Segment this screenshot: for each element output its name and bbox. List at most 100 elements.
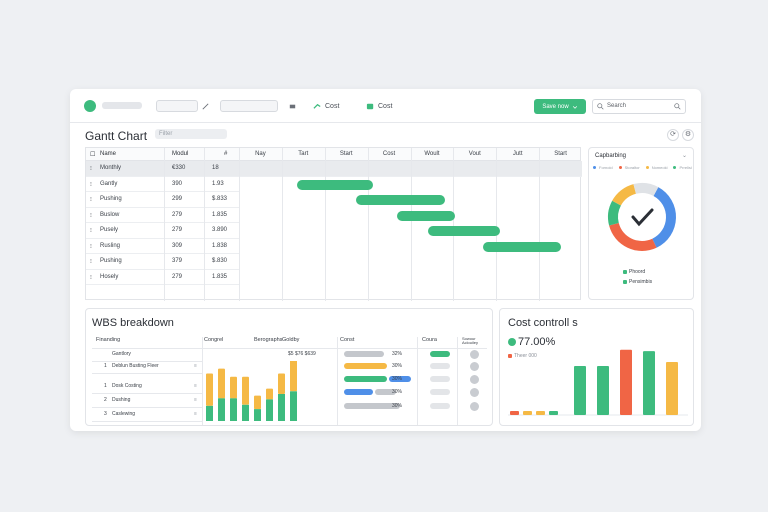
row-drag-icon[interactable]: ⁝ <box>90 243 92 250</box>
gantt-row[interactable]: ⁝ Gantly 390 1.93 <box>86 177 239 192</box>
wbs-status-toggle[interactable] <box>430 376 450 382</box>
row-drag-icon[interactable]: ⁝ <box>90 166 92 172</box>
wbs-progress-pill <box>389 376 411 382</box>
range-select[interactable] <box>220 100 278 112</box>
view-select[interactable] <box>156 100 198 112</box>
gantt-task-bar[interactable] <box>297 179 373 190</box>
wbs-item-name[interactable]: Dushing <box>112 397 131 403</box>
col-modul[interactable]: Modul <box>172 151 189 157</box>
gantt-row[interactable]: ⁝ Pushing 299 $.833 <box>86 192 239 208</box>
gantt-task-bar[interactable] <box>396 210 456 221</box>
wbs-row-line <box>92 421 202 422</box>
task-value: 279 <box>172 211 183 218</box>
row-drag-icon[interactable]: ⁝ <box>90 274 92 281</box>
gantt-row[interactable]: ⁝ Pushing 379 $.830 <box>86 254 239 270</box>
page-title: Gantt Chart <box>85 129 148 143</box>
gantt-task-bar[interactable] <box>427 226 500 236</box>
cost-mini-bar <box>510 411 519 415</box>
wbs-column-header[interactable]: Congrel <box>204 337 224 343</box>
col-sort[interactable]: # <box>224 151 228 157</box>
donut-slice <box>609 223 657 251</box>
wbs-column-header[interactable]: Berographs <box>254 337 283 343</box>
gantt-row[interactable]: ⁝ Hosely 279 1.835 <box>86 270 239 285</box>
donut-legend-item: Phoord <box>623 269 645 275</box>
wbs-column-header[interactable]: Const <box>340 337 355 343</box>
row-drag-icon[interactable]: ⁝ <box>90 181 92 188</box>
wbs-status-dot-icon[interactable] <box>470 375 479 384</box>
wbs-bar-green <box>230 398 237 421</box>
cost-bar <box>597 366 609 415</box>
wbs-item-name[interactable]: Deblun Busting Fleer <box>112 363 159 369</box>
wbs-bar-green <box>206 405 213 421</box>
app-logo-icon <box>84 100 96 112</box>
save-now-button[interactable]: Save now <box>534 99 586 114</box>
donut-legend-item: Pensimbis <box>623 279 652 285</box>
task-value: 379 <box>172 258 183 264</box>
wbs-status-toggle[interactable] <box>430 389 450 395</box>
wbs-bar-green <box>254 409 261 421</box>
wbs-breakdown-card: WBS breakdown Finanding Congrel Berographs… <box>85 308 493 426</box>
timeline-month: Tart <box>298 151 309 157</box>
wbs-expand-icon[interactable]: ≡ <box>194 411 197 417</box>
header-checkbox[interactable]: ☐ <box>90 152 96 158</box>
timeline-divider <box>539 148 541 301</box>
settings-button[interactable]: ⚙ <box>682 129 694 141</box>
wbs-expand-icon[interactable]: ≡ <box>194 397 197 403</box>
task-name: Rusling <box>100 242 121 249</box>
gantt-row[interactable]: ⁝ Buslow 279 1.835 <box>86 208 239 223</box>
wbs-status-dot-icon[interactable] <box>470 388 479 397</box>
row-drag-icon[interactable]: ⁝ <box>90 259 92 265</box>
wbs-column-header[interactable]: Sowour Aclouiley <box>462 336 479 345</box>
wbs-column-header[interactable]: Goldby <box>282 337 300 343</box>
timeline-month: Cost <box>382 151 396 157</box>
gantt-task-bar[interactable] <box>482 241 562 252</box>
wbs-gold-value: $5 $76 $639 <box>288 351 316 357</box>
search-submit-icon[interactable] <box>674 103 681 110</box>
wbs-column-header[interactable]: Finanding <box>96 337 121 343</box>
task-name: Pusely <box>100 227 119 233</box>
print-icon[interactable] <box>288 100 297 112</box>
donut-menu-icon[interactable]: ⌄ <box>681 153 687 159</box>
row-drag-icon[interactable]: ⁝ <box>90 212 92 219</box>
cost-button[interactable]: Cost <box>313 100 339 112</box>
timeline-month: Start <box>554 151 567 157</box>
save-now-label: Save now <box>542 103 569 110</box>
filter-pill[interactable]: Filter <box>155 129 227 139</box>
wbs-expand-icon[interactable]: ≡ <box>194 363 197 369</box>
wbs-progress-pill <box>374 389 397 395</box>
mini-legend-label: Nomeoki <box>651 165 668 170</box>
wbs-expand-icon[interactable]: ≡ <box>194 383 197 389</box>
wbs-status-dot-icon[interactable] <box>470 362 479 371</box>
wbs-status-toggle[interactable] <box>430 363 450 369</box>
gantt-row[interactable]: ⁝ Pusely 279 3.890 <box>86 223 239 239</box>
mini-legend-item: Fornoid <box>593 165 616 170</box>
wbs-bar-gold <box>206 373 213 406</box>
wbs-column-header[interactable]: Coura <box>422 337 437 343</box>
search-input[interactable]: Search <box>592 99 686 114</box>
wbs-status-dot-icon[interactable] <box>470 350 479 359</box>
cost-button-2[interactable]: Cost <box>366 100 392 112</box>
wbs-status-dot-icon[interactable] <box>470 402 479 411</box>
gantt-row[interactable]: ⁝ Monthly €330 18 <box>86 161 582 177</box>
gantt-row[interactable]: ⁝ Rusling 309 1.838 <box>86 239 239 254</box>
wbs-item-name[interactable]: Caslewing <box>112 411 136 417</box>
cost-mini-bar <box>536 411 545 415</box>
row-drag-icon[interactable]: ⁝ <box>90 197 92 203</box>
cost-controls-card: Cost controll s 77.00% Theer 000 <box>499 308 694 426</box>
gantt-task-bar[interactable] <box>355 195 445 205</box>
wbs-item-name[interactable]: Gantlory <box>112 351 131 357</box>
gantt-chart: ☐ Name Modul # ⁝ Monthly €330 18 ⁝ Gantly 390 1… <box>85 147 582 301</box>
col-name[interactable]: Name <box>100 151 117 157</box>
task-value-2: $.833 <box>212 196 228 202</box>
edit-icon[interactable] <box>201 100 210 112</box>
mini-legend-label: Storaltor <box>624 165 640 170</box>
wbs-status-toggle[interactable] <box>430 351 450 357</box>
wbs-progress-pill <box>344 403 401 409</box>
timeline-divider <box>367 148 369 301</box>
mini-legend-item: Prrelisi <box>673 165 694 170</box>
wbs-item-name[interactable]: Dosk Costing <box>112 383 142 389</box>
row-drag-icon[interactable]: ⁝ <box>90 228 92 234</box>
wbs-status-toggle[interactable] <box>430 403 450 409</box>
cost-sub-text: Theer 000 <box>514 353 537 359</box>
refresh-button[interactable]: ⟳ <box>667 129 679 141</box>
